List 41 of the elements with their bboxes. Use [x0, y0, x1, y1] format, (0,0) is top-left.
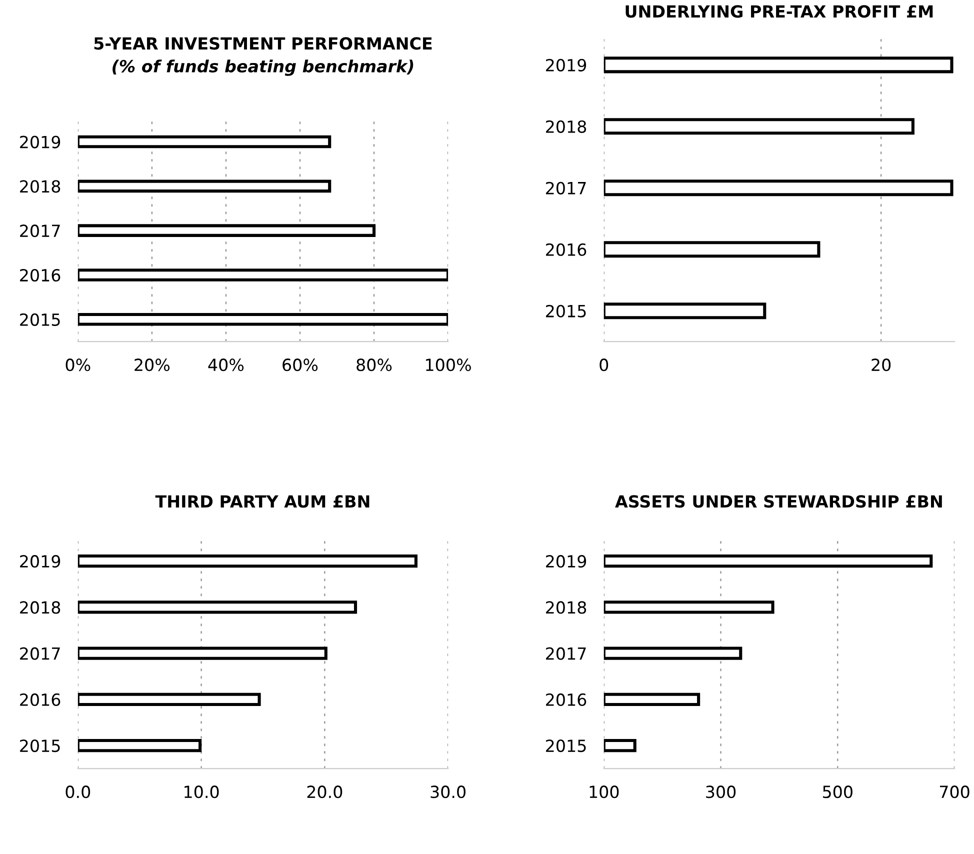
x-tick-label: 60%	[282, 358, 318, 372]
y-tick-label: 2016	[20, 268, 60, 282]
x-tick-label: 30.0	[430, 786, 466, 798]
y-tick-label: 2018	[546, 601, 586, 614]
y-tick-label: 2016	[20, 693, 60, 706]
x-tick-label: 700	[940, 786, 970, 798]
x-tick-label: 20%	[134, 358, 170, 372]
x-tick-label: 0	[600, 358, 608, 372]
y-tick-label: 2017	[20, 647, 60, 660]
x-tick-label: 100	[590, 786, 619, 798]
x-tick-label: 300	[706, 786, 736, 798]
chart-subtitle: (% of funds beating benchmark)	[112, 60, 414, 76]
y-tick-label: 2018	[546, 120, 586, 133]
y-tick-label: 2016	[546, 693, 586, 706]
y-tick-label: 2015	[20, 740, 60, 752]
x-tick-label: 0%	[66, 358, 90, 372]
x-tick-label: 0.0	[66, 786, 90, 798]
y-tick-label: 2017	[20, 224, 60, 238]
y-tick-label: 2017	[546, 647, 586, 660]
chart-title: ASSETS UNDER STEWARDSHIP £BN	[615, 495, 942, 508]
x-tick-label: 500	[823, 786, 852, 798]
y-tick-label: 2018	[20, 180, 60, 193]
y-tick-label: 2016	[546, 243, 586, 256]
y-tick-label: 2019	[546, 58, 586, 72]
x-tick-label: 20.0	[307, 786, 342, 798]
y-tick-label: 2019	[20, 136, 60, 148]
y-tick-label: 2018	[20, 601, 60, 614]
chart-title: 5-YEAR INVESTMENT PERFORMANCE	[94, 37, 432, 50]
y-tick-label: 2019	[546, 555, 586, 568]
y-tick-label: 2015	[546, 304, 586, 318]
y-tick-label: 2015	[546, 740, 586, 752]
x-tick-label: 100%	[426, 358, 471, 372]
x-tick-label: 40%	[208, 358, 244, 372]
chart-title: THIRD PARTY AUM £BN	[155, 495, 370, 508]
y-tick-label: 2019	[20, 555, 60, 568]
y-tick-label: 2017	[546, 182, 586, 194]
x-tick-label: 10.0	[184, 786, 219, 798]
x-tick-label: 80%	[356, 358, 392, 372]
y-tick-label: 2015	[20, 313, 60, 326]
chart-title: UNDERLYING PRE-TAX PROFIT £M	[626, 5, 933, 18]
x-tick-label: 20	[872, 358, 891, 372]
